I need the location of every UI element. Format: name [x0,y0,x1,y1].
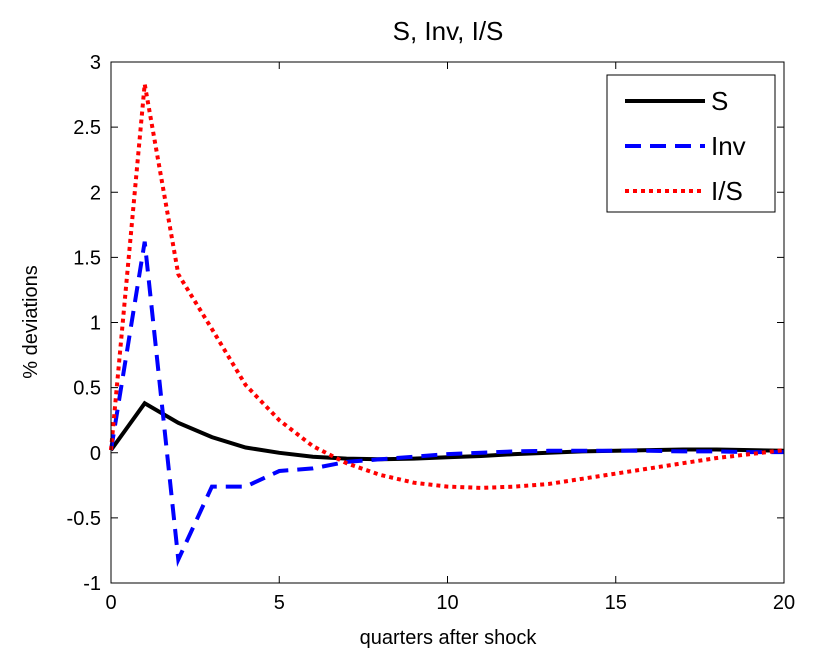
series-line-inv [109,241,784,568]
y-axis-label: % deviations [20,265,42,378]
y-tick-label: 1 [90,313,101,335]
plot-frame [110,61,785,584]
x-tick-label: 15 [605,592,627,614]
legend-label: S [711,86,728,116]
y-tick-label: 0 [90,443,101,465]
x-tick-label: 10 [436,592,458,614]
y-tick-label: -0.5 [67,508,101,530]
legend-label: Inv [711,131,746,161]
x-tick-label: 5 [274,592,285,614]
y-tick-label: 2.5 [73,117,101,139]
legend-label: I/S [711,176,743,206]
series-line-i-s [109,83,785,490]
chart-title: S, Inv, I/S [393,16,504,46]
y-tick-label: 0.5 [73,378,101,400]
y-tick-label: 2 [90,182,101,204]
y-tick-label: -1 [83,573,101,595]
legend: S Inv I/S [606,74,776,213]
x-axis-label: quarters after shock [360,627,538,649]
x-tick-label: 0 [105,592,116,614]
x-tick-label: 20 [773,592,795,614]
y-tick-label: 3 [90,52,101,74]
y-tick-label: 1.5 [73,247,101,269]
